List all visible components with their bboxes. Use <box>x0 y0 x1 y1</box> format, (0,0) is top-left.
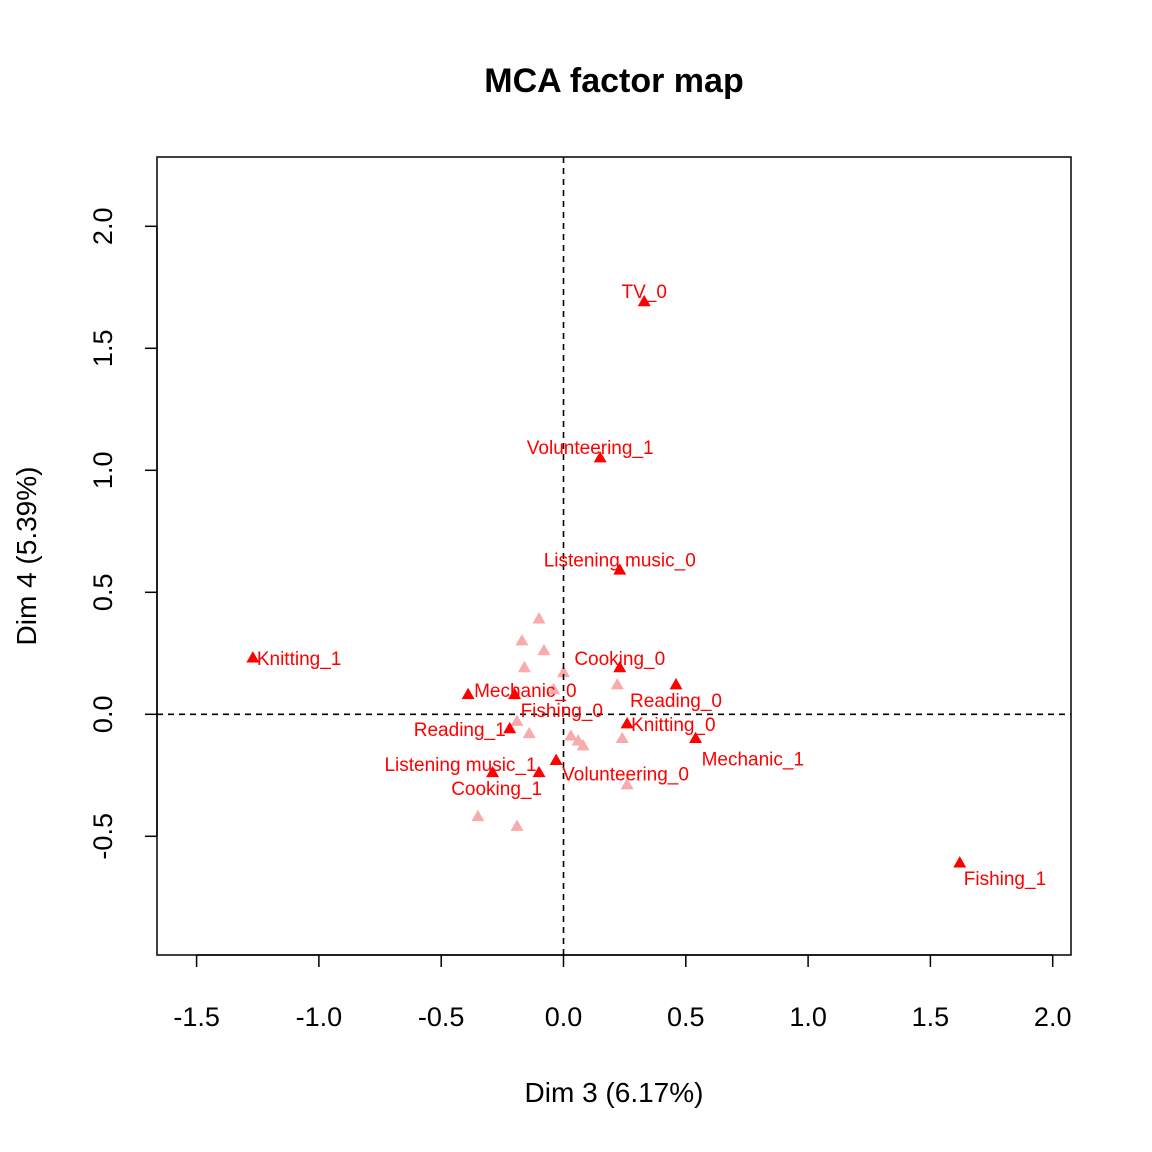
faded-point <box>547 682 561 695</box>
y-tick-label: 2.0 <box>88 208 118 246</box>
y-tick-label: -0.5 <box>88 813 118 860</box>
x-axis-label: Dim 3 (6.17%) <box>525 1077 704 1108</box>
labeled-point <box>549 753 563 765</box>
faded-point <box>564 729 578 741</box>
labeled-point <box>637 294 651 307</box>
labeled-point <box>620 717 634 729</box>
point-label: Fishing_0 <box>521 701 603 722</box>
labeled-point <box>503 721 517 734</box>
x-axis: -1.5 -1.0 -0.5 0.0 0.5 1.0 1.5 2.0 <box>173 954 1072 1032</box>
faded-point <box>537 643 551 656</box>
x-tick-label: -0.5 <box>418 1002 465 1032</box>
point-label: Cooking_0 <box>574 649 665 670</box>
faded-point <box>532 612 546 624</box>
y-tick-label: 1.0 <box>88 452 118 490</box>
point-label: Volunteering_0 <box>562 765 689 786</box>
point-label: Reading_1 <box>414 720 506 741</box>
x-tick-label: -1.5 <box>173 1002 220 1032</box>
y-axis: -0.5 0.0 0.5 1.0 1.5 2.0 <box>88 208 158 860</box>
labeled-points-layer <box>246 294 967 868</box>
faded-point <box>471 809 485 822</box>
faded-point <box>515 634 529 646</box>
point-label: Mechanic_1 <box>702 750 804 771</box>
point-label: Fishing_1 <box>964 869 1046 890</box>
labeled-point <box>669 678 683 690</box>
chart-title: MCA factor map <box>484 62 743 100</box>
faded-point <box>522 726 536 739</box>
y-tick-label: 0.5 <box>88 574 118 612</box>
point-label: Cooking_1 <box>451 779 542 800</box>
point-label: TV_0 <box>622 282 667 303</box>
labeled-point <box>508 687 522 700</box>
labeled-point <box>613 563 627 575</box>
labeled-point <box>246 651 260 663</box>
faded-point <box>517 660 531 673</box>
point-label: Listening music_1 <box>384 755 536 776</box>
reference-lines <box>157 157 1071 955</box>
labeled-point <box>486 765 500 778</box>
faded-point <box>615 731 629 743</box>
faded-point <box>576 739 590 751</box>
y-tick-label: 0.0 <box>88 696 118 734</box>
x-tick-label: -1.0 <box>296 1002 343 1032</box>
labeled-point <box>953 856 967 868</box>
x-tick-label: 1.5 <box>912 1002 950 1032</box>
labeled-point <box>532 765 546 778</box>
faded-point <box>610 678 624 690</box>
labeled-point <box>689 731 703 743</box>
faded-point <box>510 819 524 831</box>
point-label: Listening music_0 <box>544 550 696 571</box>
x-tick-label: 1.0 <box>789 1002 827 1032</box>
y-tick-label: 1.5 <box>88 330 118 368</box>
faded-point <box>557 665 570 678</box>
point-label: Reading_0 <box>630 691 722 712</box>
labeled-point <box>613 660 627 673</box>
point-label: Knitting_1 <box>257 649 342 670</box>
point-labels-layer: TV_0 Volunteering_1 Listening music_0 Knitt… <box>257 282 1046 890</box>
labeled-point <box>593 451 607 463</box>
x-tick-label: 2.0 <box>1034 1002 1072 1032</box>
faded-points-layer <box>471 612 634 831</box>
faded-point <box>510 714 524 726</box>
point-label: Mechanic_0 <box>474 681 576 702</box>
x-tick-label: 0.5 <box>667 1002 705 1032</box>
point-label: Volunteering_1 <box>527 438 654 459</box>
labeled-point <box>461 687 475 700</box>
x-tick-label: 0.0 <box>545 1002 583 1032</box>
faded-point <box>620 778 634 790</box>
point-label: Knitting_0 <box>631 715 716 736</box>
y-axis-label: Dim 4 (5.39%) <box>11 467 42 646</box>
